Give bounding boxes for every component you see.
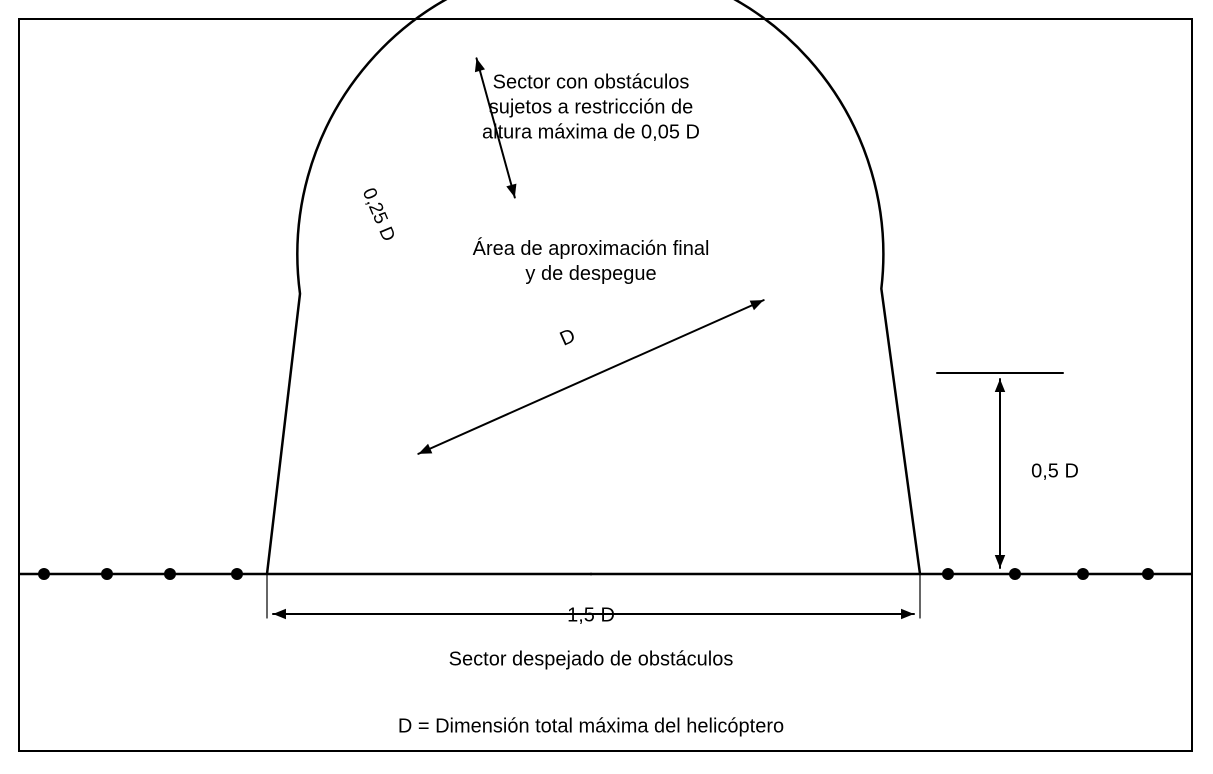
label-05d: 0,5 D [1031,460,1079,485]
label-fato: Área de aproximación final y de despegue [473,237,710,287]
label-clear-sector: Sector despejado de obstáculos [449,648,734,673]
label-15d: 1,5 D [567,604,615,629]
label-sector-top: Sector con obstáculos sujetos a restricc… [482,71,700,146]
label-legend: D = Dimensión total máxima del helicópte… [398,715,784,740]
